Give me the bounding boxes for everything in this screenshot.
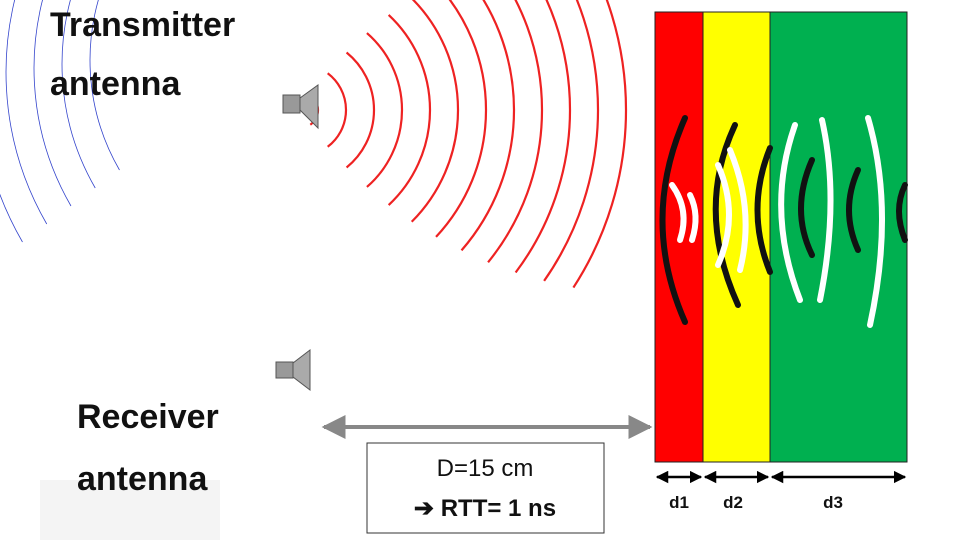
incident-wave (572, 0, 628, 289)
reflected-wave (5, 0, 48, 225)
reflected-wave (0, 0, 271, 314)
reflected-wave (33, 0, 72, 207)
reflected-wave (0, 0, 269, 332)
reflected-wave (89, 0, 120, 171)
transmitter-label: Transmitter (50, 6, 235, 44)
layer-label: d3 (823, 493, 843, 512)
incident-wave (345, 51, 376, 169)
receiver-label: Receiver (77, 398, 219, 436)
layer-waves (659, 115, 908, 328)
incident-wave (460, 0, 516, 252)
incident-wave (327, 72, 348, 148)
incident-wave (543, 0, 600, 282)
incident-wave (514, 0, 572, 274)
receiver-label: antenna (77, 460, 208, 498)
shade (40, 480, 220, 540)
incident-wave (410, 0, 460, 223)
distance-text: D=15 cm (437, 455, 534, 482)
transmitter-icon (282, 84, 319, 130)
reflected-wave (61, 0, 96, 189)
incident-wave (487, 0, 544, 263)
reflected-wave (0, 0, 274, 296)
incident-wave (435, 0, 488, 238)
air-waves (0, 0, 628, 386)
rtt-text: ➔ RTT= 1 ns (414, 495, 556, 522)
layer-3 (769, 11, 908, 463)
distance-box (366, 442, 605, 534)
receiver-icon (275, 348, 311, 392)
transmitter-label: antenna (50, 65, 181, 103)
reflected-wave (0, 0, 264, 368)
layer-label: d2 (723, 493, 743, 512)
reflected-wave (0, 0, 262, 386)
reflected-wave (0, 0, 266, 350)
incident-wave (366, 32, 404, 188)
incident-wave (387, 14, 432, 206)
layer-label: d1 (669, 493, 689, 512)
